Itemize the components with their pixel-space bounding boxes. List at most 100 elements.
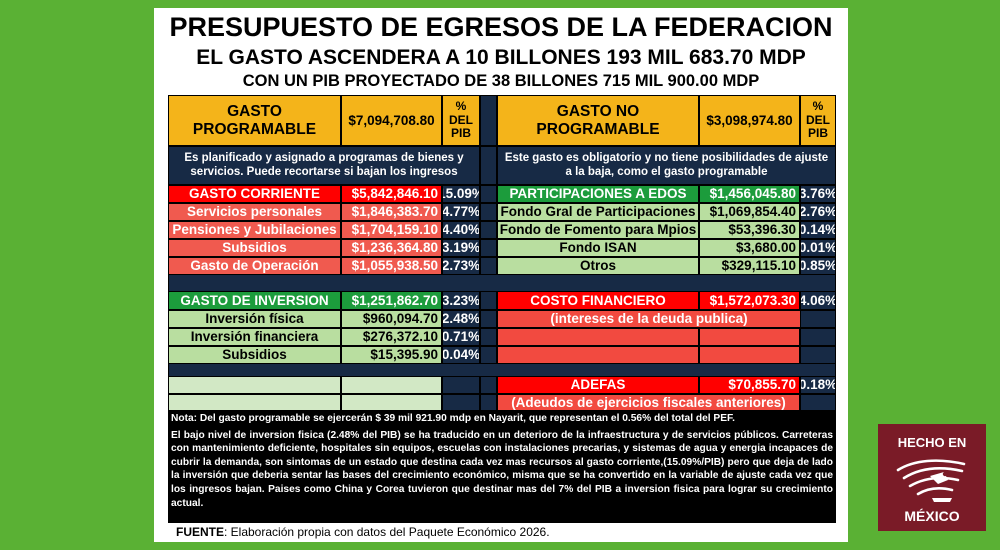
table-row-amount: $1,055,938.50 <box>341 257 442 275</box>
adefas-note: (Adeudos de ejercicios fiscales anterior… <box>497 394 800 411</box>
costo-financiero-label: COSTO FINANCIERO <box>497 291 699 310</box>
table-row-label: Subsidios <box>168 346 341 364</box>
table-row-pct: 4.40% <box>442 221 480 239</box>
table-row-label: Otros <box>497 257 699 275</box>
source-text: : Elaboración propia con datos del Paque… <box>224 525 550 539</box>
logo-line1: HECHO EN <box>897 435 967 450</box>
empty-cell <box>497 346 699 364</box>
table-row-amount: $1,704,159.10 <box>341 221 442 239</box>
pct-pib-header: % DEL PIB <box>800 95 836 146</box>
gasto-corriente-label: GASTO CORRIENTE <box>168 185 341 203</box>
table-row-pct: 0.04% <box>442 346 480 364</box>
costo-financiero-note: (intereses de la deuda publica) <box>497 310 800 328</box>
table-row-pct: 2.73% <box>442 257 480 275</box>
empty-cell <box>341 394 442 411</box>
table-row-pct: 0.01% <box>800 239 836 257</box>
table-row-amount: $329,115.10 <box>699 257 800 275</box>
empty-cell <box>699 346 800 364</box>
spacer-cell <box>800 328 836 346</box>
spacer-cell <box>480 221 497 239</box>
table-row-label: Subsidios <box>168 239 341 257</box>
spacer-cell <box>480 291 497 310</box>
participaciones-amount: $1,456,045.80 <box>699 185 800 203</box>
logo-line2: MÉXICO <box>904 508 960 524</box>
empty-cell <box>497 328 699 346</box>
gasto-programable-amount: $7,094,708.80 <box>341 95 442 146</box>
table-row-label: Servicios personales <box>168 203 341 221</box>
participaciones-pct: 3.76% <box>800 185 836 203</box>
table-row-label: Fondo Gral de Participaciones <box>497 203 699 221</box>
row-separator <box>168 275 836 291</box>
adefas-pct: 0.18% <box>800 376 836 394</box>
table-row-amount: $3,680.00 <box>699 239 800 257</box>
spacer-cell <box>480 328 497 346</box>
page-title: PRESUPUESTO DE EGRESOS DE LA FEDERACION <box>169 12 833 42</box>
empty-cell <box>168 376 341 394</box>
table-row-amount: $1,236,364.80 <box>341 239 442 257</box>
infographic-card: PRESUPUESTO DE EGRESOS DE LA FEDERACION … <box>154 8 848 542</box>
table-row-pct: 0.71% <box>442 328 480 346</box>
spacer-cell <box>480 185 497 203</box>
gasto-no-programable-amount: $3,098,974.80 <box>699 95 800 146</box>
adefas-amount: $70,855.70 <box>699 376 800 394</box>
table-row-pct: 2.76% <box>800 203 836 221</box>
table-row-pct: 0.14% <box>800 221 836 239</box>
table-row-amount: $960,094.70 <box>341 310 442 328</box>
table-row-amount: $1,846,383.70 <box>341 203 442 221</box>
note-analysis: El bajo nivel de inversion fisica (2.48%… <box>171 429 833 509</box>
pct-pib-header: % DEL PIB <box>442 95 480 146</box>
empty-cell <box>341 376 442 394</box>
spacer-cell <box>480 394 497 411</box>
table-row-amount: $53,396.30 <box>699 221 800 239</box>
gasto-inversion-label: GASTO DE INVERSION <box>168 291 341 310</box>
source-label: FUENTE <box>176 525 224 539</box>
gasto-no-programable-header: GASTO NO PROGRAMABLE <box>497 95 699 146</box>
table-row-label: Inversión física <box>168 310 341 328</box>
spacer-cell <box>480 146 497 185</box>
table-row-pct: 2.48% <box>442 310 480 328</box>
gasto-programable-header: GASTO PROGRAMABLE <box>168 95 341 146</box>
spacer-cell <box>480 95 497 146</box>
gasto-corriente-amount: $5,842,846.10 <box>341 185 442 203</box>
participaciones-label: PARTICIPACIONES A EDOS <box>497 185 699 203</box>
spacer-cell <box>480 346 497 364</box>
subtitle-pib: CON UN PIB PROYECTADO DE 38 BILLONES 715… <box>242 72 760 90</box>
subtitle-total: EL GASTO ASCENDERA A 10 BILLONES 193 MIL… <box>196 46 806 69</box>
spacer-cell <box>480 376 497 394</box>
empty-cell <box>699 328 800 346</box>
table-row-pct: 4.77% <box>442 203 480 221</box>
gasto-no-programable-description: Este gasto es obligatorio y no tiene pos… <box>497 146 836 185</box>
spacer-cell <box>480 257 497 275</box>
gasto-inversion-amount: $1,251,862.70 <box>341 291 442 310</box>
empty-cell <box>168 394 341 411</box>
costo-financiero-amount: $1,572,073.30 <box>699 291 800 310</box>
spacer-cell <box>800 394 836 411</box>
spacer-cell <box>442 394 480 411</box>
spacer-cell <box>480 239 497 257</box>
costo-financiero-pct: 4.06% <box>800 291 836 310</box>
table-row-amount: $15,395.90 <box>341 346 442 364</box>
table-row-label: Fondo de Fomento para Mpios <box>497 221 699 239</box>
table-row-label: Gasto de Operación <box>168 257 341 275</box>
note-nayarit: Nota: Del gasto programable se ejercerán… <box>171 413 735 424</box>
row-separator <box>168 364 836 376</box>
gasto-programable-description: Es planificado y asignado a programas de… <box>168 146 480 185</box>
notes-box: Nota: Del gasto programable se ejercerán… <box>168 411 836 523</box>
adefas-label: ADEFAS <box>497 376 699 394</box>
spacer-cell <box>800 310 836 328</box>
spacer-cell <box>442 376 480 394</box>
hecho-en-mexico-logo: HECHO EN MÉXICO <box>878 424 986 531</box>
spacer-cell <box>480 310 497 328</box>
table-row-label: Inversión financiera <box>168 328 341 346</box>
table-row-amount: $1,069,854.40 <box>699 203 800 221</box>
eagle-emblem-icon <box>896 459 966 502</box>
spacer-cell <box>480 203 497 221</box>
table-row-amount: $276,372.10 <box>341 328 442 346</box>
spacer-cell <box>800 346 836 364</box>
gasto-corriente-pct: 15.09% <box>442 185 480 203</box>
table-row-label: Pensiones y Jubilaciones <box>168 221 341 239</box>
table-row-pct: 0.85% <box>800 257 836 275</box>
table-row-label: Fondo ISAN <box>497 239 699 257</box>
source-line: FUENTE: Elaboración propia con datos del… <box>176 525 550 539</box>
table-row-pct: 3.19% <box>442 239 480 257</box>
